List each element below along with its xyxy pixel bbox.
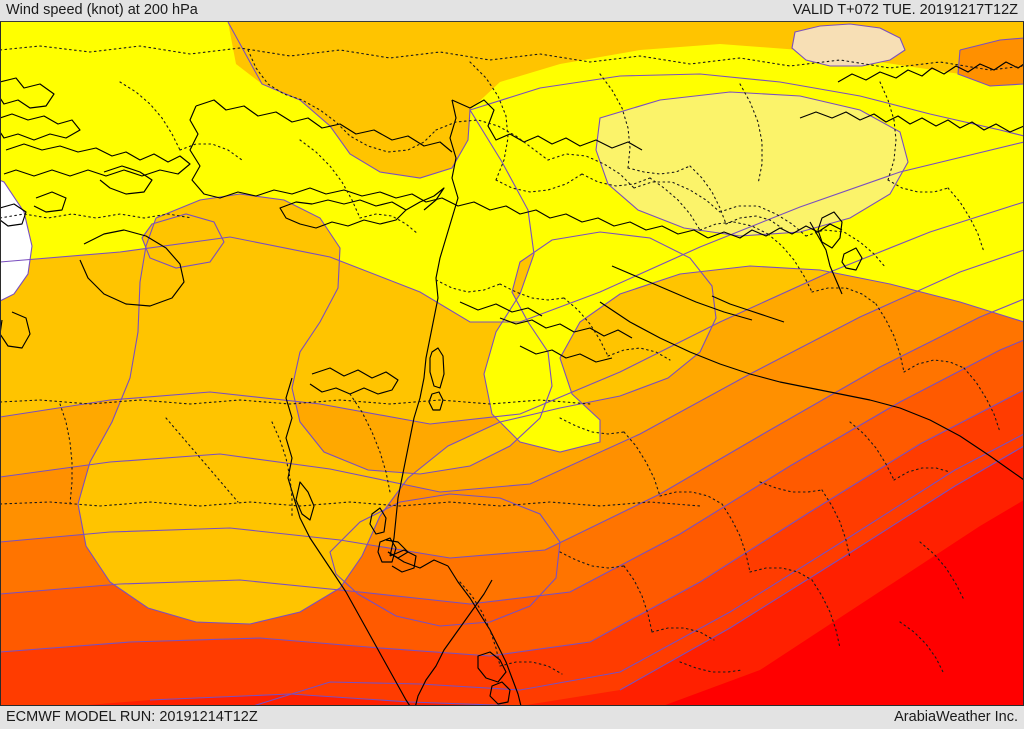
map-canvas	[0, 21, 1024, 706]
fill-pocket-caspian-wheat	[792, 24, 905, 66]
footer-bar: ECMWF MODEL RUN: 20191214T12Z ArabiaWeat…	[0, 706, 1024, 729]
header-bar: Wind speed (knot) at 200 hPa VALID T+072…	[0, 0, 1024, 21]
fill-lobe-ne-orange	[958, 38, 1024, 86]
fill-lobe-turkey-small-gold	[142, 214, 224, 268]
wind-speed-contour-field	[0, 22, 1024, 706]
political-borders	[0, 45, 1024, 706]
fill-pocket-iraq-pale	[596, 92, 908, 236]
valid-time-label: VALID T+072 TUE. 20191217T12Z	[792, 2, 1018, 18]
attribution: ArabiaWeather Inc.	[894, 709, 1018, 725]
fill-pocket-aegean-white	[0, 180, 32, 301]
fill-band-red-max	[662, 500, 1024, 706]
map-frame-bottom-edge	[0, 705, 1024, 706]
fill-band-bright-red	[75, 446, 1024, 706]
page-title: Wind speed (knot) at 200 hPa	[6, 2, 198, 18]
coastlines	[0, 61, 1024, 706]
map-frame-left-edge	[0, 22, 1, 706]
model-run-label: ECMWF MODEL RUN: 20191214T12Z	[6, 709, 258, 725]
